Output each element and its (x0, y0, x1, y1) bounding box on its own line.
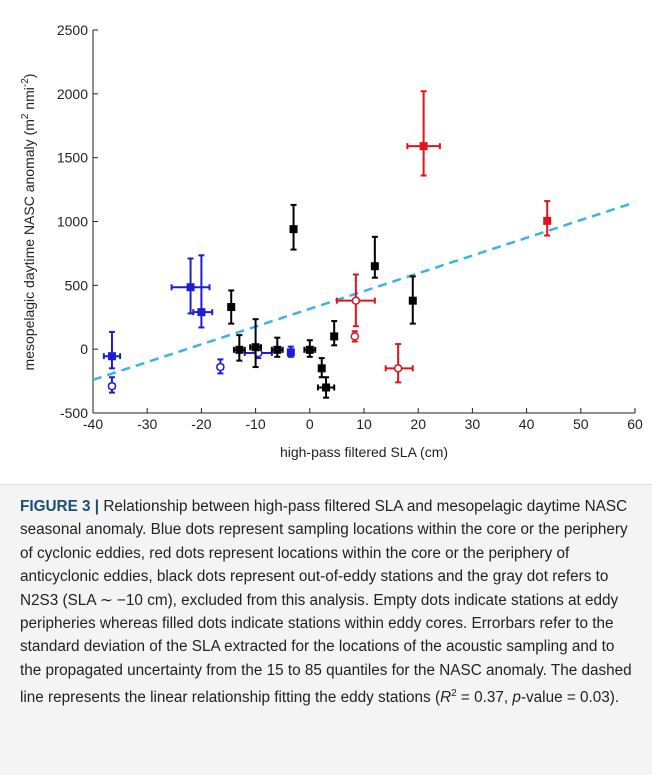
y-tick-label: 2500 (57, 22, 88, 38)
x-tick-label: 10 (356, 416, 372, 432)
point (107, 381, 117, 391)
x-tick-label: -40 (83, 416, 103, 432)
x-tick-label: -30 (137, 416, 157, 432)
caption-text: -value = 0.03). (520, 689, 620, 707)
point (235, 345, 244, 354)
x-tick-label: 60 (627, 416, 643, 432)
y-tick-label: 0 (80, 341, 88, 357)
x-tick-label: 40 (519, 416, 535, 432)
point (305, 345, 314, 354)
point (273, 345, 282, 354)
point (419, 142, 428, 151)
point (216, 362, 225, 372)
x-tick-label: -20 (191, 416, 211, 432)
point (543, 216, 552, 225)
y-label-part: nmi (21, 87, 37, 113)
point (350, 332, 360, 341)
x-tick-label: 20 (410, 416, 426, 432)
caption-text: Relationship between high-pass filtered … (20, 498, 632, 707)
y-tick-label: 2000 (57, 86, 88, 102)
point (317, 364, 326, 373)
point (186, 283, 195, 292)
fit-line (92, 201, 636, 381)
y-label-part: ) (21, 74, 37, 79)
point (197, 308, 206, 317)
point (322, 383, 331, 392)
caption-label: FIGURE 3 | (20, 498, 100, 515)
point (393, 364, 403, 373)
caption-p: p (512, 689, 521, 707)
y-label-sup: 2 (20, 113, 31, 119)
y-tick-label: 1000 (57, 214, 88, 230)
x-tick-label: -10 (245, 416, 265, 432)
point (330, 332, 339, 341)
point (408, 296, 417, 305)
y-label-part: mesopelagic daytime NASC anomaly (m (21, 119, 37, 370)
point (351, 296, 361, 305)
x-axis-label: high-pass filtered SLA (cm) (280, 444, 448, 460)
point (107, 352, 116, 361)
x-tick-label: 50 (573, 416, 589, 432)
point (251, 343, 260, 352)
point (370, 262, 379, 271)
y-tick-label: 500 (65, 277, 89, 293)
y-label-sup: -2 (20, 78, 31, 87)
chart: high-pass filtered SLA (cm) mesopelagic … (20, 22, 643, 460)
y-tick-label: 1500 (57, 150, 88, 166)
y-tick-label: -500 (60, 405, 88, 421)
point (289, 225, 298, 234)
y-axis-label: mesopelagic daytime NASC anomaly (m2 nmi… (20, 74, 37, 371)
point (227, 303, 236, 312)
caption-r: R (440, 689, 452, 707)
caption: FIGURE 3 | Relationship between high-pas… (0, 484, 652, 775)
caption-text: = 0.37, (456, 689, 513, 707)
point (286, 348, 295, 357)
caption-r-sup: 2 (451, 688, 457, 700)
x-tick-label: 30 (465, 416, 481, 432)
x-tick-label: 0 (306, 416, 314, 432)
